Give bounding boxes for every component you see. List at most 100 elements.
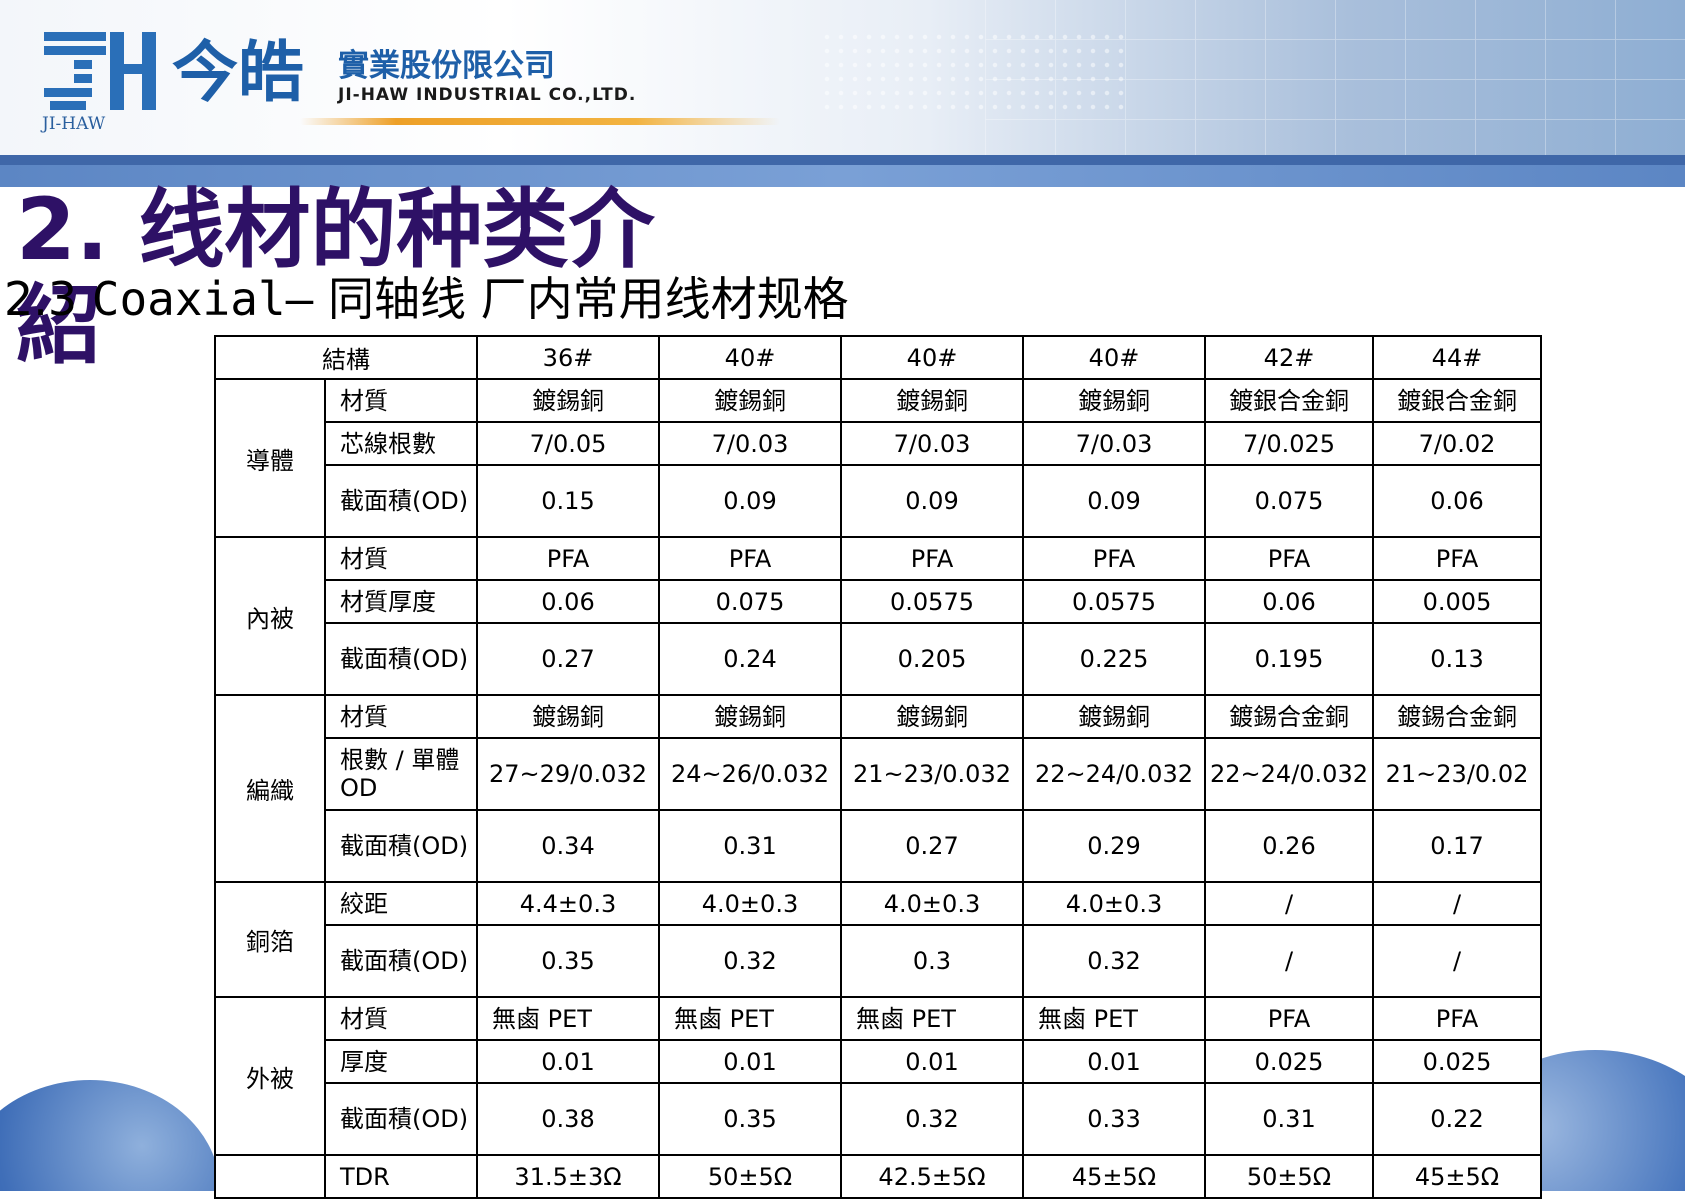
table-cell: 鍍錫合金銅	[1204, 694, 1374, 739]
table-row: 截面積(OD) 0.38 0.35 0.32 0.33 0.31 0.22	[215, 1082, 1542, 1156]
table-cell: 21~23/0.032	[840, 737, 1024, 811]
row-item-label: 截面積(OD)	[324, 1082, 478, 1156]
table-cell: 21~23/0.02	[1372, 737, 1542, 811]
table-cell: 鍍銀合金銅	[1204, 378, 1374, 423]
table-row: 導體 材質 鍍錫銅 鍍錫銅 鍍錫銅 鍍錫銅 鍍銀合金銅 鍍銀合金銅	[214, 378, 1542, 538]
row-item-label: 截面積(OD)	[324, 622, 478, 696]
row-item-label: 截面積(OD)	[324, 464, 478, 538]
table-cell: 鍍銀合金銅	[1372, 378, 1542, 423]
column-header: 42#	[1204, 335, 1374, 380]
table-cell: PFA	[1204, 536, 1374, 581]
table-cell: 0.09	[658, 464, 842, 538]
table-cell: 0.01	[840, 1039, 1024, 1084]
table-cell: 0.025	[1372, 1039, 1542, 1084]
group-label: 導體	[214, 378, 326, 538]
logo-subtext: JI-HAW	[42, 114, 106, 134]
row-item-label: 根數 / 單體OD	[324, 737, 478, 811]
table-cell: 7/0.02	[1372, 421, 1542, 466]
table-cell: 無鹵 PET	[476, 996, 660, 1041]
header-accent-line	[300, 118, 780, 125]
table-cell: 24~26/0.032	[658, 737, 842, 811]
table-cell: 0.31	[1204, 1082, 1374, 1156]
row-item-label: 芯線根數	[324, 421, 478, 466]
table-cell: 0.09	[840, 464, 1024, 538]
table-cell: 0.06	[1372, 464, 1542, 538]
table-cell: 0.27	[840, 809, 1024, 883]
row-item-label: 材質厚度	[324, 579, 478, 624]
table-cell: 4.0±0.3	[658, 881, 842, 926]
page-title: 2. 线材的种类介紹	[16, 180, 655, 376]
table-cell: PFA	[1204, 996, 1374, 1041]
table-row: 編織 材質 鍍錫銅 鍍錫銅 鍍錫銅 鍍錫銅 鍍錫合金銅 鍍錫合金銅	[214, 694, 1542, 883]
column-header: 44#	[1372, 335, 1542, 380]
subtitle-coaxial: Coaxial–	[91, 272, 314, 326]
table-row: 銅箔 絞距 4.4±0.3 4.0±0.3 4.0±0.3 4.0±0.3//	[214, 881, 1542, 998]
table-cell: 鍍錫銅	[840, 378, 1024, 423]
table-cell: PFA	[1022, 536, 1206, 581]
table-cell: 4.0±0.3	[1022, 881, 1206, 926]
table-cell: 鍍錫銅	[1022, 694, 1206, 739]
header-banner: JI-HAW 今皓 實業股份限公司 JI-HAW INDUSTRIAL CO.,…	[0, 0, 1685, 155]
table-row: 厚度 0.01 0.01 0.01 0.01 0.025 0.025	[215, 1039, 1542, 1084]
table-cell: 0.3	[840, 924, 1024, 998]
table-row: 根數 / 單體OD 27~29/0.032 24~26/0.032 21~23/0.0…	[215, 737, 1542, 811]
table-cell: 0.32	[1022, 924, 1206, 998]
table-cell: 45±5Ω	[1372, 1154, 1542, 1199]
table-cell: 0.075	[658, 579, 842, 624]
table-cell: /	[1372, 881, 1542, 926]
table-cell: 45±5Ω	[1022, 1154, 1206, 1199]
column-header: 40#	[840, 335, 1024, 380]
table-cell: PFA	[476, 536, 660, 581]
table-cell: 鍍錫合金銅	[1372, 694, 1542, 739]
row-item-label: 截面積(OD)	[324, 924, 478, 998]
table-cell: 22~24/0.032	[1204, 737, 1374, 811]
table-cell: 0.27	[476, 622, 660, 696]
table-row: 內被 材質 PFA PFA PFA PFA PFA PFA	[214, 536, 1542, 696]
table-cell: /	[1204, 924, 1374, 998]
table-cell: 鍍錫銅	[840, 694, 1024, 739]
bottom-left-shape	[0, 1080, 220, 1191]
header-divider-light	[0, 165, 1685, 187]
table-cell: 22~24/0.032	[1022, 737, 1206, 811]
table-cell: 7/0.05	[476, 421, 660, 466]
table-cell: 0.35	[658, 1082, 842, 1156]
table-row: 材質厚度 0.06 0.075 0.0575 0.0575 0.06 0.005	[215, 579, 1542, 624]
header-dots-decoration	[820, 30, 1130, 110]
table-row: TDR 31.5±3Ω 50±5Ω 42.5±5Ω 45±5Ω 50±5Ω 45±5Ω	[214, 1154, 1542, 1199]
table-cell: 0.32	[658, 924, 842, 998]
table-cell: 7/0.03	[840, 421, 1024, 466]
company-name-en: JI-HAW INDUSTRIAL CO.,LTD.	[338, 85, 637, 105]
page-subtitle: 2.3 Coaxial– 同轴线 厂内常用线材规格	[4, 272, 904, 326]
row-item-label: 材質	[324, 536, 478, 581]
column-header: 40#	[658, 335, 842, 380]
table-cell: PFA	[840, 536, 1024, 581]
table-cell: 鍍錫銅	[476, 378, 660, 423]
row-item-label: 材質	[324, 378, 478, 423]
table-cell: 0.38	[476, 1082, 660, 1156]
table-cell: 0.34	[476, 809, 660, 883]
column-header: 40#	[1022, 335, 1206, 380]
row-item-label: 絞距	[324, 881, 478, 926]
table-cell: 0.025	[1204, 1039, 1374, 1084]
table-cell: PFA	[1372, 996, 1542, 1041]
row-item-label: 厚度	[324, 1039, 478, 1084]
group-label: 編織	[214, 694, 326, 883]
table-cell: 0.06	[1204, 579, 1374, 624]
coaxial-spec-table: 結構 36# 40# 40# 40# 42# 44# 導體 材質 鍍錫銅 鍍錫銅 鍍錫銅…	[214, 335, 1542, 1199]
table-cell: 鍍錫銅	[658, 378, 842, 423]
table-row: 截面積(OD) 0.27 0.24 0.205 0.225 0.195 0.13	[215, 622, 1542, 696]
table-cell: 4.4±0.3	[476, 881, 660, 926]
table-cell: 0.01	[1022, 1039, 1206, 1084]
table-cell: 0.32	[840, 1082, 1024, 1156]
table-cell: 0.205	[840, 622, 1024, 696]
table-row: 外被 材質 無鹵 PET 無鹵 PET 無鹵 PET 無鹵 PET PFA PFA	[214, 996, 1542, 1156]
group-label: 外被	[214, 996, 326, 1156]
table-cell: 50±5Ω	[1204, 1154, 1374, 1199]
table-cell: 0.15	[476, 464, 660, 538]
table-cell: 0.31	[658, 809, 842, 883]
table-cell: 鍍錫銅	[658, 694, 842, 739]
table-cell: 7/0.03	[1022, 421, 1206, 466]
table-cell: 0.005	[1372, 579, 1542, 624]
table-cell: 27~29/0.032	[476, 737, 660, 811]
subtitle-text: 同轴线 厂内常用线材规格	[327, 272, 849, 326]
